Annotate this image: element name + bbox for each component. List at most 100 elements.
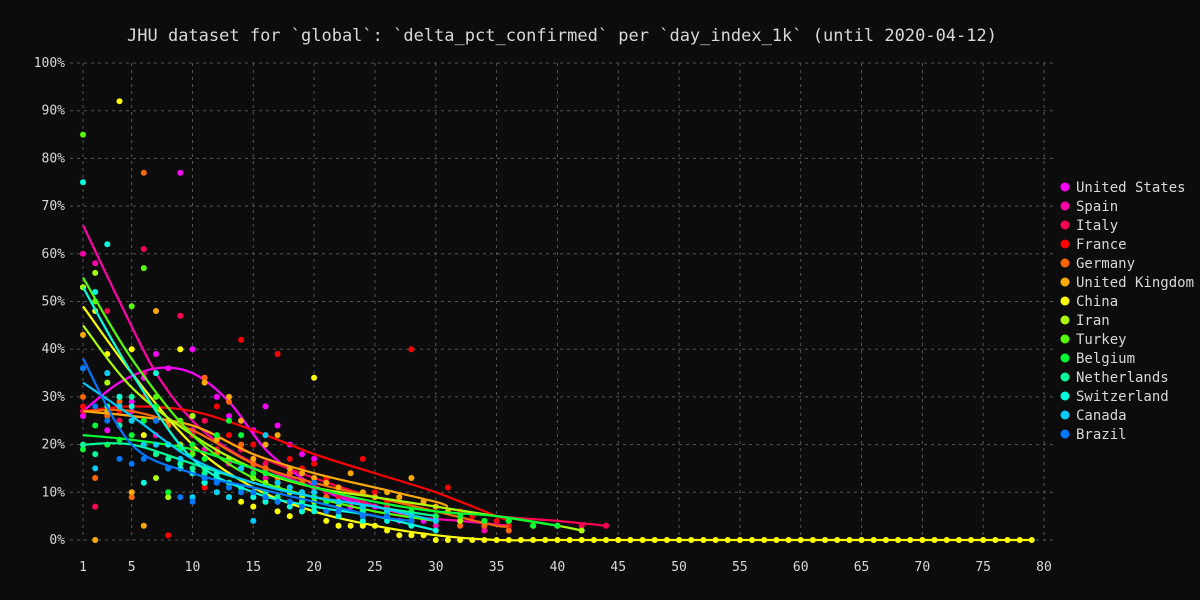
data-point: [311, 508, 318, 515]
data-point: [92, 289, 99, 295]
data-point: [311, 479, 318, 486]
data-point: [153, 351, 159, 357]
data-point: [104, 427, 111, 434]
legend: United States Spain Italy France Germany Unit…: [1060, 180, 1194, 443]
data-point: [177, 169, 184, 176]
legend-marker: [1060, 239, 1070, 249]
y-tick-label: 10%: [42, 485, 66, 500]
y-tick-label: 60%: [42, 247, 66, 262]
data-point: [335, 522, 342, 529]
data-point: [335, 508, 342, 515]
data-point: [153, 370, 159, 377]
legend-item-switzerland: Switzerland: [1060, 389, 1169, 405]
data-point: [299, 503, 305, 510]
data-point: [80, 393, 86, 400]
data-point: [262, 403, 269, 410]
x-tick-label: 50: [671, 560, 687, 575]
data-point: [299, 470, 305, 477]
data-point: [116, 393, 123, 400]
legend-marker: [1060, 258, 1070, 268]
data-point: [432, 522, 439, 529]
data-point: [201, 379, 208, 386]
data-point: [213, 436, 220, 443]
data-point: [92, 451, 99, 458]
data-point: [286, 498, 293, 505]
trend-line: [82, 286, 437, 532]
data-point: [92, 503, 99, 510]
data-point: [92, 422, 99, 429]
legend-marker: [1060, 391, 1070, 401]
data-point: [286, 484, 293, 491]
data-point: [213, 403, 220, 410]
data-point: [128, 398, 135, 405]
legend-item-united-states: United States: [1060, 180, 1186, 196]
data-point: [189, 413, 196, 419]
data-point: [80, 446, 86, 453]
legend-item-iran: Iran: [1060, 313, 1110, 329]
data-point: [250, 489, 257, 496]
data-point: [444, 484, 451, 491]
data-point: [226, 494, 232, 501]
data-point: [226, 393, 232, 400]
data-point: [140, 432, 147, 439]
legend-item-turkey: Turkey: [1060, 332, 1127, 348]
data-point: [286, 455, 293, 462]
data-point: [153, 308, 159, 314]
data-point: [140, 246, 147, 252]
x-axis-ticks: 1 5 10 15 20 25 30 35 40 45 50 55 60 65 70 75 80: [79, 560, 1052, 575]
trend-line: [82, 381, 437, 522]
trend-line: [82, 224, 509, 527]
data-point: [201, 374, 208, 381]
data-point: [201, 417, 208, 424]
legend-marker: [1060, 372, 1070, 382]
data-point: [250, 494, 257, 501]
data-point: [213, 393, 220, 400]
trend-line: [82, 405, 510, 522]
data-point: [250, 455, 257, 462]
x-tick-label: 10: [185, 560, 201, 575]
data-point: [128, 417, 135, 424]
data-point: [153, 417, 159, 424]
legend-marker: [1060, 182, 1070, 192]
data-point: [92, 537, 99, 543]
x-tick-label: 25: [367, 560, 383, 575]
data-point: [128, 494, 135, 501]
data-point: [80, 179, 86, 186]
x-tick-label: 75: [975, 560, 991, 575]
grid: [70, 62, 1055, 541]
trend-line: [82, 358, 412, 522]
y-tick-label: 80%: [42, 151, 66, 166]
legend-item-canada: Canada: [1060, 408, 1127, 424]
data-point: [359, 489, 366, 496]
data-point: [92, 403, 99, 410]
data-point: [311, 374, 318, 381]
plot-area: [80, 98, 1035, 543]
data-point: [444, 537, 451, 543]
data-point: [226, 398, 232, 405]
data-point: [323, 508, 330, 515]
data-point: [311, 460, 318, 467]
legend-label: Turkey: [1076, 332, 1127, 348]
legend-item-italy: Italy: [1060, 218, 1118, 234]
data-point: [262, 494, 269, 501]
legend-marker: [1060, 277, 1070, 287]
x-tick-label: 15: [245, 560, 261, 575]
x-tick-label: 65: [854, 560, 870, 575]
data-point: [238, 489, 245, 496]
data-point: [201, 479, 208, 486]
data-point: [153, 441, 159, 448]
data-point: [177, 312, 184, 319]
data-point: [359, 455, 366, 462]
data-point: [92, 475, 99, 481]
y-tick-label: 90%: [42, 104, 66, 119]
legend-item-united-kingdom: United Kingdom: [1060, 275, 1194, 291]
data-point: [238, 465, 245, 472]
chart-title: JHU dataset for `global`: `delta_pct_con…: [127, 26, 997, 46]
data-point: [238, 336, 245, 343]
data-point: [104, 308, 111, 314]
data-point: [530, 522, 537, 529]
legend-item-spain: Spain: [1060, 199, 1118, 215]
data-point: [432, 537, 439, 543]
data-point: [335, 484, 342, 491]
legend-label: France: [1076, 237, 1127, 253]
